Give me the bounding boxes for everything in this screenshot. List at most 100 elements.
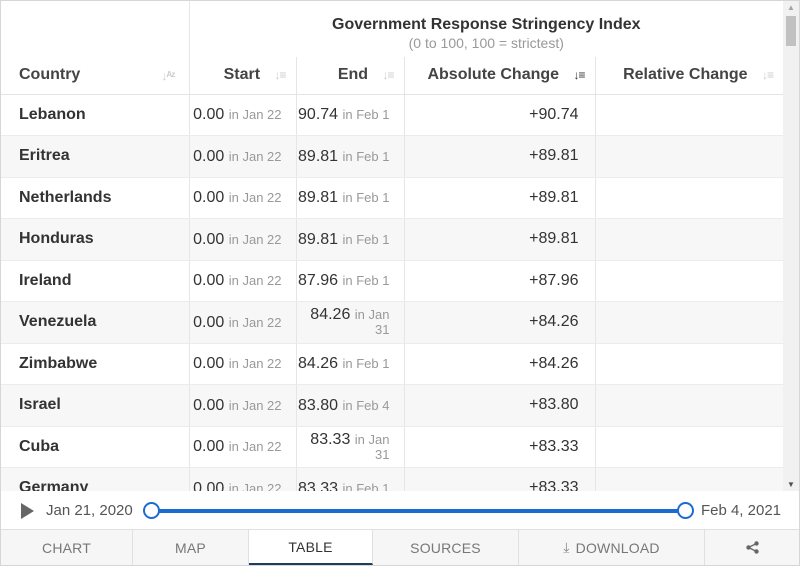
cell-relative-change <box>595 426 783 468</box>
sort-alpha-icon[interactable]: ↓ᴬᶻ <box>161 69 175 83</box>
cell-relative-change <box>595 260 783 302</box>
table-scrollbar[interactable]: ▲ ▼ <box>783 1 799 491</box>
country-name: Germany <box>19 479 89 491</box>
column-header-country[interactable]: Country ↓ᴬᶻ <box>1 57 190 95</box>
end-value: 89.81 <box>298 147 339 165</box>
table-row: Cuba 0.00 in Jan 22 83.33 in Jan 31 +83.33 <box>1 426 783 468</box>
cell-relative-change <box>595 177 783 219</box>
country-name: Zimbabwe <box>19 354 98 372</box>
cell-absolute-change: +89.81 <box>404 218 596 261</box>
country-name: Israel <box>19 396 61 414</box>
cell-absolute-change: +83.33 <box>404 426 596 468</box>
cell-absolute-change: +87.96 <box>404 260 596 302</box>
table-row: Germany 0.00 in Jan 22 83.33 in Feb 1 +83.3… <box>1 467 783 491</box>
start-date: in Jan 22 <box>228 480 282 491</box>
share-button[interactable] <box>705 530 799 565</box>
cell-end: 89.81 in Feb 1 <box>296 177 405 219</box>
absolute-change-value: +89.81 <box>529 230 579 248</box>
tab-map-label: Map <box>175 539 206 556</box>
cell-end: 84.26 in Jan 31 <box>296 301 405 344</box>
cell-start: 0.00 in Jan 22 <box>189 177 297 219</box>
end-value: 90.74 <box>298 106 339 124</box>
tab-chart[interactable]: Chart <box>1 530 133 565</box>
start-value: 0.00 <box>193 272 225 290</box>
end-date: in Feb 1 <box>342 107 390 123</box>
cell-start: 0.00 in Jan 22 <box>189 426 297 468</box>
cell-absolute-change: +84.26 <box>404 301 596 344</box>
absolute-change-value: +90.74 <box>529 105 579 123</box>
tab-map[interactable]: Map <box>133 530 249 565</box>
play-icon[interactable] <box>21 503 34 519</box>
cell-start: 0.00 in Jan 22 <box>189 467 297 491</box>
country-name: Ireland <box>19 271 72 289</box>
sort-desc-active-icon[interactable]: ↓≡ <box>573 68 585 83</box>
column-header-start[interactable]: Start ↓≡ <box>189 57 297 95</box>
absolute-change-value: +83.33 <box>529 479 579 491</box>
absolute-change-value: +83.33 <box>529 437 579 455</box>
cell-absolute-change: +83.80 <box>404 384 596 427</box>
start-date: in Jan 22 <box>228 314 282 330</box>
column-header-absolute-change-label: Absolute Change <box>427 66 560 84</box>
country-name: Honduras <box>19 230 94 248</box>
start-value: 0.00 <box>193 230 225 248</box>
timeline-track[interactable] <box>151 509 685 513</box>
tab-download-label: Download <box>575 539 660 556</box>
data-table: Government Response Stringency Index (0 … <box>1 1 783 491</box>
timeline-end-handle[interactable] <box>677 502 694 519</box>
end-value: 83.80 <box>298 396 339 414</box>
start-date: in Jan 22 <box>228 190 282 206</box>
start-value: 0.00 <box>193 147 225 165</box>
cell-relative-change <box>595 94 783 136</box>
indicator-title: Government Response Stringency Index <box>332 15 641 33</box>
sort-icon[interactable]: ↓≡ <box>762 68 774 83</box>
end-value: 89.81 <box>298 189 339 207</box>
cell-country: Eritrea <box>1 135 190 178</box>
column-header-end[interactable]: End ↓≡ <box>296 57 405 95</box>
scrollbar-thumb[interactable] <box>786 16 796 46</box>
end-date: in Feb 1 <box>342 231 390 247</box>
indicator-header: Government Response Stringency Index (0 … <box>189 1 783 57</box>
data-table-container: Government Response Stringency Index (0 … <box>1 1 783 491</box>
absolute-change-value: +89.81 <box>529 188 579 206</box>
tab-table-label: Table <box>288 538 333 555</box>
absolute-change-value: +84.26 <box>529 354 579 372</box>
start-date: in Jan 22 <box>228 439 282 455</box>
tab-download[interactable]: ⤓ Download <box>519 530 705 565</box>
start-value: 0.00 <box>193 479 225 491</box>
cell-end: 83.33 in Jan 31 <box>296 426 405 468</box>
absolute-change-value: +84.26 <box>529 313 579 331</box>
table-row: Zimbabwe 0.00 in Jan 22 84.26 in Feb 1 +84.… <box>1 343 783 385</box>
scroll-down-arrow-icon[interactable]: ▼ <box>787 480 795 489</box>
column-header-relative-change[interactable]: Relative Change ↓≡ <box>595 57 783 95</box>
tab-sources[interactable]: Sources <box>373 530 519 565</box>
cell-relative-change <box>595 301 783 344</box>
cell-end: 90.74 in Feb 1 <box>296 94 405 136</box>
scroll-up-arrow-icon[interactable]: ▲ <box>787 3 795 12</box>
cell-end: 83.80 in Feb 4 <box>296 384 405 427</box>
start-date: in Jan 22 <box>228 148 282 164</box>
country-name: Netherlands <box>19 188 112 206</box>
absolute-change-value: +89.81 <box>529 147 579 165</box>
indicator-subtitle: (0 to 100, 100 = strictest) <box>408 34 564 51</box>
end-date: in Jan 31 <box>354 431 390 462</box>
table-row: Venezuela 0.00 in Jan 22 84.26 in Jan 31 +8… <box>1 301 783 344</box>
cell-end: 89.81 in Feb 1 <box>296 218 405 261</box>
absolute-change-value: +87.96 <box>529 271 579 289</box>
header-spacer <box>1 1 190 57</box>
column-header-absolute-change[interactable]: Absolute Change ↓≡ <box>404 57 596 95</box>
start-date: in Jan 22 <box>228 231 282 247</box>
end-value: 83.33 <box>298 479 339 491</box>
download-icon: ⤓ <box>563 539 570 555</box>
cell-country: Germany <box>1 467 190 491</box>
sort-icon[interactable]: ↓≡ <box>382 68 394 83</box>
end-date: in Jan 31 <box>354 307 390 338</box>
tab-table[interactable]: Table <box>249 530 373 565</box>
timeline-start-handle[interactable] <box>143 502 160 519</box>
end-value: 83.33 <box>310 430 351 448</box>
end-date: in Feb 1 <box>342 148 390 164</box>
cell-start: 0.00 in Jan 22 <box>189 343 297 385</box>
sort-icon[interactable]: ↓≡ <box>274 68 286 83</box>
cell-country: Cuba <box>1 426 190 468</box>
column-header-end-label: End <box>337 66 369 84</box>
cell-country: Ireland <box>1 260 190 302</box>
